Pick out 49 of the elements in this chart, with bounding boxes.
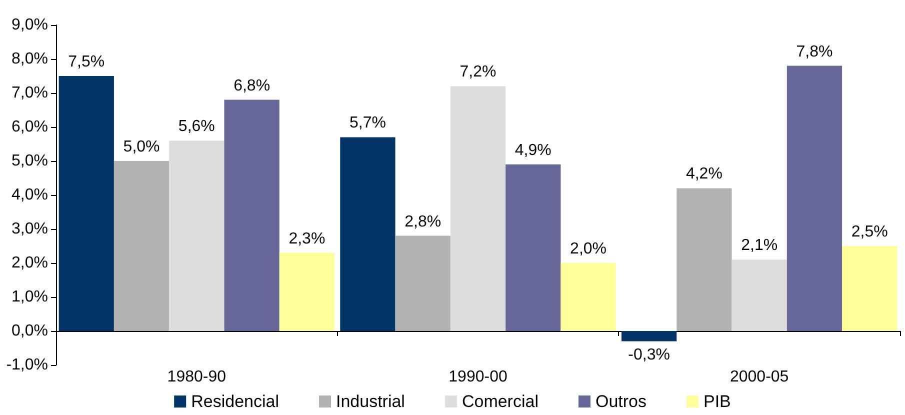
bar bbox=[732, 260, 787, 331]
bar bbox=[279, 252, 335, 331]
data-label: 2,0% bbox=[570, 240, 607, 258]
data-label: 2,3% bbox=[288, 230, 326, 248]
data-label: 7,2% bbox=[460, 64, 496, 81]
bar bbox=[395, 236, 450, 331]
data-label: 5,0% bbox=[123, 138, 160, 156]
y-tick-label: 0,0% bbox=[12, 322, 48, 340]
bar bbox=[114, 161, 170, 331]
data-label: 5,7% bbox=[349, 114, 386, 132]
y-tick-label: 2,0% bbox=[12, 254, 48, 272]
data-label: 6,8% bbox=[234, 77, 270, 94]
legend-label: Residencial bbox=[191, 392, 279, 411]
x-tick-label: 1990-00 bbox=[448, 368, 508, 386]
legend-label: Comercial bbox=[462, 392, 538, 411]
data-label: 5,6% bbox=[178, 118, 215, 136]
bar bbox=[621, 331, 677, 342]
bar bbox=[340, 137, 396, 331]
bar bbox=[506, 164, 561, 331]
bar bbox=[676, 188, 732, 331]
x-tick-label: 1980-90 bbox=[167, 368, 226, 386]
data-label: 2,1% bbox=[741, 237, 778, 254]
legend-label: PIB bbox=[703, 392, 731, 411]
y-tick-label: 8,0% bbox=[12, 50, 48, 68]
bar bbox=[58, 76, 114, 331]
y-tick-label: 3,0% bbox=[12, 220, 48, 238]
data-label: -0,3% bbox=[628, 346, 670, 364]
y-tick-label: 9,0% bbox=[12, 16, 48, 34]
bar bbox=[842, 246, 898, 331]
y-tick-label: 5,0% bbox=[12, 152, 48, 170]
y-tick-label: 6,0% bbox=[12, 118, 48, 136]
y-tick-label: 1,0% bbox=[12, 288, 48, 306]
data-label: 2,5% bbox=[851, 224, 888, 240]
data-label: 4,9% bbox=[514, 142, 552, 159]
bar bbox=[786, 66, 842, 331]
bar bbox=[224, 100, 280, 331]
y-tick-label: -1,0% bbox=[6, 356, 48, 374]
bar bbox=[450, 86, 506, 331]
data-label: 2,8% bbox=[404, 213, 442, 230]
y-tick-label: 7,0% bbox=[12, 84, 48, 102]
bar bbox=[560, 263, 616, 331]
legend-label: Outros bbox=[595, 392, 647, 411]
bar bbox=[169, 140, 224, 331]
y-tick-label: 4,0% bbox=[12, 186, 48, 204]
data-label: 4,2% bbox=[686, 166, 722, 183]
x-tick-label: 2000-05 bbox=[730, 368, 789, 386]
data-label: 7,8% bbox=[796, 43, 833, 60]
data-label: 7,5% bbox=[68, 54, 105, 70]
legend-label: Industrial bbox=[336, 392, 405, 411]
